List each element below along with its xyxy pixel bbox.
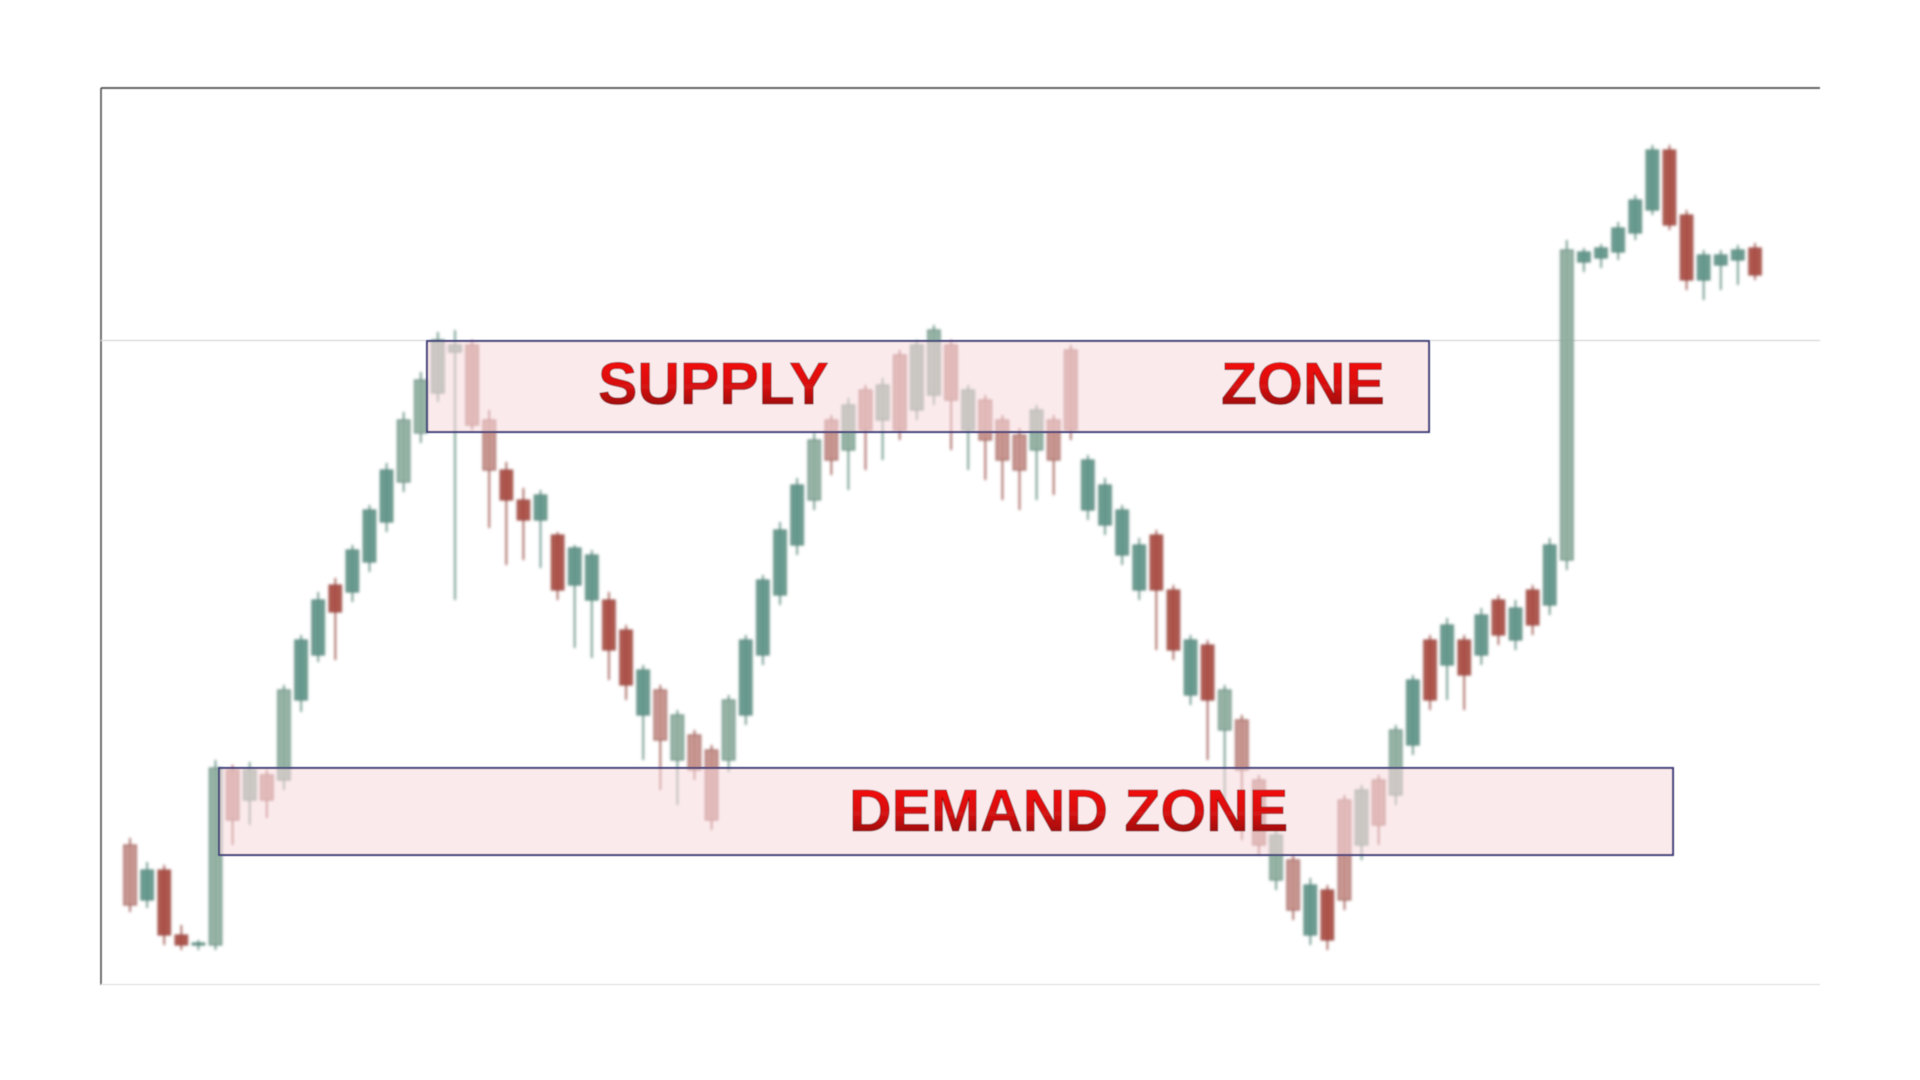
svg-text:ZONE: ZONE (1221, 351, 1385, 417)
svg-text:DEMAND ZONE: DEMAND ZONE (849, 778, 1288, 844)
svg-text:SUPPLY: SUPPLY (598, 351, 829, 417)
